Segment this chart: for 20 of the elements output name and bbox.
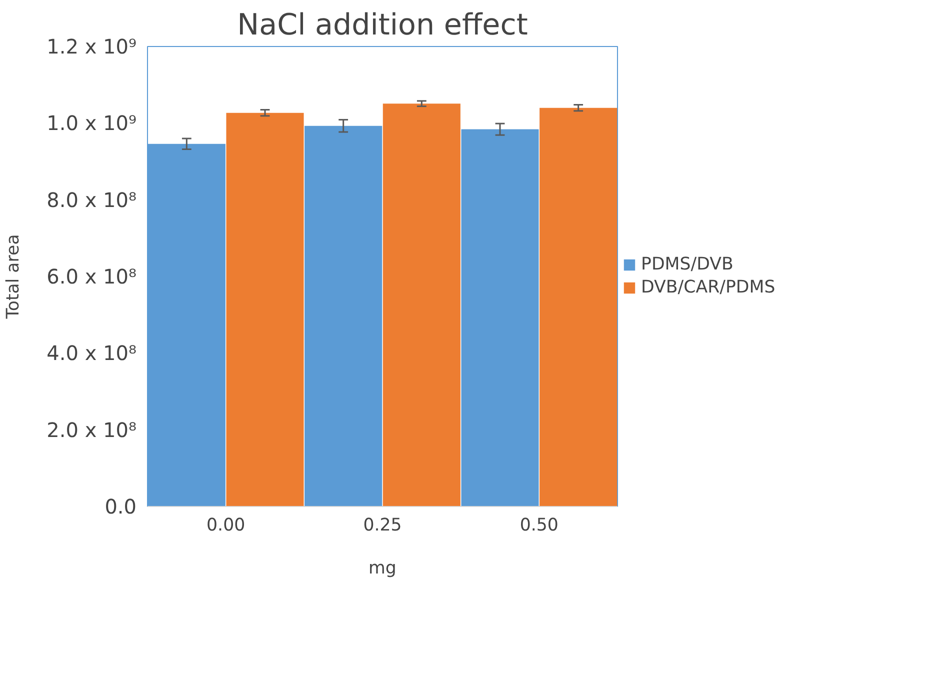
x-axis-title: mg: [368, 558, 396, 578]
y-tick-label: 6.0 x 10⁸: [46, 264, 137, 288]
y-tick-label: 0.0: [104, 494, 137, 518]
legend-label: DVB/CAR/PDMS: [641, 278, 776, 298]
y-tick-label: 8.0 x 10⁸: [46, 188, 137, 212]
bar: [382, 104, 460, 506]
bar: [226, 112, 304, 506]
y-tick-label: 2.0 x 10⁸: [46, 418, 137, 442]
y-tick-label: 1.0 x 10⁹: [46, 111, 137, 136]
x-tick-label: 0.00: [206, 516, 246, 536]
bar: [540, 108, 618, 506]
y-axis-title: Total area: [4, 234, 24, 320]
y-tick-label: 4.0 x 10⁸: [46, 341, 137, 366]
y-tick-label: 1.2 x 10⁹: [46, 34, 137, 58]
legend-label: PDMS/DVB: [641, 254, 734, 274]
bar: [461, 129, 539, 506]
x-tick-label: 0.50: [520, 516, 558, 536]
chart-title: NaCl addition effect: [237, 8, 528, 42]
bar: [304, 126, 382, 506]
x-tick-label: 0.25: [363, 516, 402, 536]
